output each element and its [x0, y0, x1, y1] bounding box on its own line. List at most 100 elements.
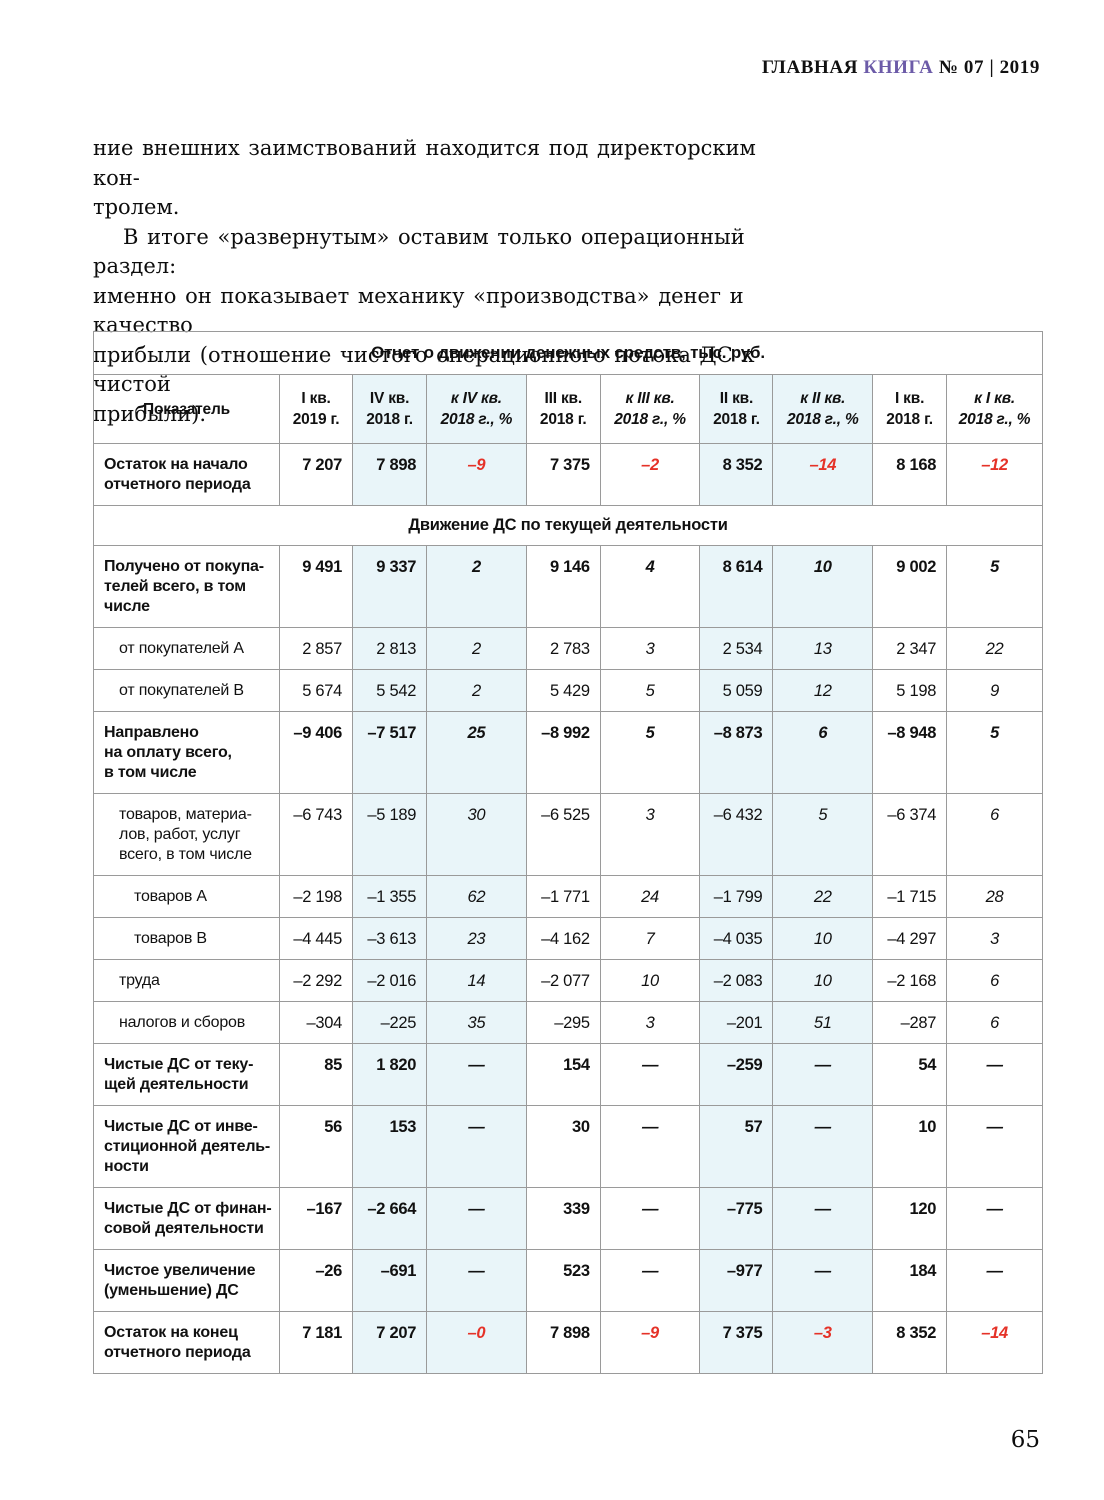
percent-cell: –9	[426, 443, 527, 506]
value-cell: 2 783	[525, 627, 601, 670]
percent-cell: 24	[599, 875, 701, 918]
value-cell: –8 873	[699, 711, 774, 794]
value-cell: 153	[352, 1105, 428, 1188]
magazine-header: ГЛАВНАЯ КНИГА № 07 | 2019	[762, 57, 1040, 79]
percent-cell: —	[772, 1043, 874, 1106]
percent-cell: —	[946, 1187, 1043, 1250]
table-row: Направлено на оплату всего, в том числе –…	[93, 711, 1043, 794]
cash-flow-table-wrap: Отчет о движении денежных средств, тыс. …	[93, 331, 1043, 1374]
percent-cell: 25	[426, 711, 527, 794]
value-cell: –167	[278, 1187, 354, 1250]
percent-cell: —	[772, 1249, 874, 1312]
percent-cell: 3	[946, 917, 1043, 960]
percent-cell: 7	[599, 917, 701, 960]
percent-cell: –12	[946, 443, 1043, 506]
value-cell: 5 059	[699, 669, 774, 712]
table-row: Чистые ДС от инве- стиционной деятель- н…	[93, 1105, 1043, 1188]
table-row: Чистые ДС от теку- щей деятельности 85 1 8…	[93, 1043, 1043, 1106]
row-label: Остаток на конец отчетного периода	[93, 1311, 280, 1374]
column-header: к IV кв. 2018 г., %	[426, 374, 527, 444]
column-header: I кв. 2019 г.	[278, 374, 354, 444]
value-cell: 8 352	[699, 443, 774, 506]
value-cell: 7 375	[525, 443, 601, 506]
percent-cell: —	[772, 1105, 874, 1188]
value-cell: –259	[699, 1043, 774, 1106]
value-cell: –201	[699, 1001, 774, 1044]
value-cell: –287	[872, 1001, 948, 1044]
percent-cell: 3	[599, 793, 701, 876]
value-cell: –6 432	[699, 793, 774, 876]
row-label: товаров, материа- лов, работ, услуг всег…	[93, 793, 280, 876]
value-cell: 7 898	[352, 443, 428, 506]
table-row: Получено от покупа- телей всего, в том ч…	[93, 545, 1043, 628]
percent-cell: 51	[772, 1001, 874, 1044]
percent-cell: 12	[772, 669, 874, 712]
percent-cell: –2	[599, 443, 701, 506]
value-cell: 56	[278, 1105, 354, 1188]
value-cell: 1 820	[352, 1043, 428, 1106]
row-label: Направлено на оплату всего, в том числе	[93, 711, 280, 794]
column-header: IV кв. 2018 г.	[352, 374, 428, 444]
value-cell: –6 374	[872, 793, 948, 876]
percent-cell: —	[946, 1043, 1043, 1106]
percent-cell: 14	[426, 959, 527, 1002]
value-cell: 9 146	[525, 545, 601, 628]
column-header: к II кв. 2018 г., %	[772, 374, 874, 444]
table-row: налогов и сборов –304 –225 35 –295 3 –201 51 –28…	[93, 1001, 1043, 1044]
value-cell: 9 337	[352, 545, 428, 628]
value-cell: –2 083	[699, 959, 774, 1002]
row-label: Чистые ДС от инве- стиционной деятель- н…	[93, 1105, 280, 1188]
section-row: Движение ДС по текущей деятельности	[93, 505, 1043, 546]
value-cell: 7 207	[278, 443, 354, 506]
percent-cell: 5	[946, 545, 1043, 628]
value-cell: –1 715	[872, 875, 948, 918]
value-cell: –1 355	[352, 875, 428, 918]
value-cell: 10	[872, 1105, 948, 1188]
row-label: Чистое увеличение (уменьшение) ДС	[93, 1249, 280, 1312]
value-cell: 8 352	[872, 1311, 948, 1374]
value-cell: 9 002	[872, 545, 948, 628]
value-cell: –1 799	[699, 875, 774, 918]
percent-cell: 5	[599, 669, 701, 712]
value-cell: –7 517	[352, 711, 428, 794]
percent-cell: —	[599, 1249, 701, 1312]
percent-cell: 13	[772, 627, 874, 670]
table-title: Отчет о движении денежных средств, тыс. …	[93, 331, 1043, 375]
column-header: III кв. 2018 г.	[525, 374, 601, 444]
table-row: Чистое увеличение (уменьшение) ДС –26 –691…	[93, 1249, 1043, 1312]
row-label: товаров А	[93, 875, 280, 918]
percent-cell: 2	[426, 627, 527, 670]
value-cell: –2 664	[352, 1187, 428, 1250]
value-cell: 2 813	[352, 627, 428, 670]
column-header: к III кв. 2018 г., %	[599, 374, 701, 444]
percent-cell: —	[946, 1249, 1043, 1312]
value-cell: –8 948	[872, 711, 948, 794]
percent-cell: 2	[426, 545, 527, 628]
percent-cell: 22	[772, 875, 874, 918]
value-cell: 8 168	[872, 443, 948, 506]
percent-cell: –14	[946, 1311, 1043, 1374]
value-cell: 7 898	[525, 1311, 601, 1374]
percent-cell: –3	[772, 1311, 874, 1374]
table-row: Остаток на начало отчетного периода 7 207…	[93, 443, 1043, 506]
table-title-row: Отчет о движении денежных средств, тыс. …	[93, 331, 1043, 375]
table-header-row: Показатель I кв. 2019 г. IV кв. 2018 г. к I…	[93, 374, 1043, 444]
row-label: от покупателей А	[93, 627, 280, 670]
row-label: Чистые ДС от финан- совой деятельности	[93, 1187, 280, 1250]
percent-cell: 22	[946, 627, 1043, 670]
percent-cell: 28	[946, 875, 1043, 918]
section-title: Движение ДС по текущей деятельности	[93, 505, 1043, 546]
column-header: к I кв. 2018 г., %	[946, 374, 1043, 444]
brand-name-black: ГЛАВНАЯ	[761, 57, 859, 78]
row-label: Чистые ДС от теку- щей деятельности	[93, 1043, 280, 1106]
percent-cell: 23	[426, 917, 527, 960]
percent-cell: 10	[772, 917, 874, 960]
value-cell: –26	[278, 1249, 354, 1312]
value-cell: 184	[872, 1249, 948, 1312]
row-label: Остаток на начало отчетного периода	[93, 443, 280, 506]
value-cell: 7 375	[699, 1311, 774, 1374]
value-cell: –2 168	[872, 959, 948, 1002]
value-cell: 2 857	[278, 627, 354, 670]
page-number: 65	[1010, 1427, 1040, 1453]
